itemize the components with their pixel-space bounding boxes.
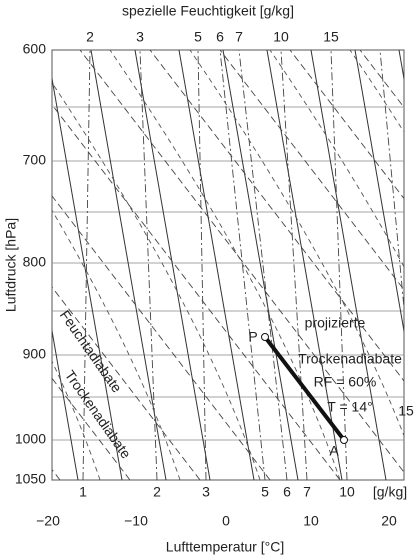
annotation: 15 xyxy=(398,403,414,419)
moist-adiabat xyxy=(349,50,404,133)
isotherm xyxy=(354,50,404,334)
bottom-tick-label: 6 xyxy=(283,484,291,500)
temperature-tick-label: −10 xyxy=(124,513,148,529)
moist-adiabat xyxy=(52,209,181,480)
moist-adiabat xyxy=(109,50,341,480)
point-label: P xyxy=(248,329,257,345)
title: spezielle Feuchtigkeit [g/kg] xyxy=(122,3,294,19)
isotherm xyxy=(178,50,255,480)
temperature-tick-label: 0 xyxy=(222,513,230,529)
annotation: projizierte xyxy=(305,315,366,331)
moist-adiabat xyxy=(52,360,101,480)
point-label: A xyxy=(329,443,339,459)
pressure-tick-label: 700 xyxy=(23,152,47,168)
isotherm xyxy=(134,50,211,480)
moist-adiabat xyxy=(52,81,261,480)
moist-adiabat xyxy=(189,50,404,438)
bottom-tick-label: 1 xyxy=(79,484,87,500)
temperature-tick-label: 10 xyxy=(303,513,319,529)
mixing-ratio-line xyxy=(139,50,158,480)
top-tick-label: 10 xyxy=(273,29,289,45)
annotation: T = 14° xyxy=(327,399,372,415)
pressure-tick-label: 800 xyxy=(23,254,47,270)
bottom-tick-label: 10 xyxy=(339,484,355,500)
temperature-tick-label: −20 xyxy=(36,513,60,529)
top-tick-label: 15 xyxy=(323,29,339,45)
bottom-tick-label: 5 xyxy=(261,484,269,500)
top-tick-label: 5 xyxy=(194,29,202,45)
dry-adiabat xyxy=(52,195,271,480)
dry-adiabat xyxy=(52,103,341,480)
dry-adiabat xyxy=(289,50,404,200)
annotation: RF = 60% xyxy=(314,374,377,390)
bottom-tick-label: 2 xyxy=(153,484,161,500)
projected-adiabat xyxy=(263,335,346,442)
top-tick-label: 2 xyxy=(86,29,94,45)
bottom-tick-label: 7 xyxy=(303,484,311,500)
top-tick-label: 6 xyxy=(216,29,224,45)
dry-adiabat xyxy=(52,377,131,480)
pressure-tick-label: 1000 xyxy=(15,431,46,447)
mixing-ratio-line xyxy=(379,50,404,313)
dry-adiabat xyxy=(219,50,404,291)
isotherm xyxy=(90,50,167,480)
isotherm xyxy=(52,328,79,480)
annotation: Trockenadiabate xyxy=(298,351,402,367)
point-a xyxy=(340,436,348,444)
temperature-tick-label: 20 xyxy=(381,513,397,529)
bottom-unit: [g/kg] xyxy=(373,484,407,500)
dry-adiabat xyxy=(52,286,201,480)
mixing-ratio-line xyxy=(82,50,91,480)
isotherm xyxy=(266,50,343,480)
moist-adiabat xyxy=(269,50,404,268)
mixing-ratio-line xyxy=(330,50,348,480)
dry-adiabat xyxy=(149,50,404,382)
top-tick-label: 7 xyxy=(235,29,243,45)
mixing-ratio-line xyxy=(280,50,308,480)
pressure-tick-label: 1050 xyxy=(15,471,46,487)
y-axis-label: Luftdruck [hPa] xyxy=(3,218,19,312)
x-axis-label: Lufttemperatur [°C] xyxy=(166,539,284,555)
isotherm xyxy=(52,75,123,480)
dry-adiabat xyxy=(79,50,404,473)
mixing-ratio-line xyxy=(197,50,207,480)
top-tick-label: 3 xyxy=(136,29,144,45)
pressure-tick-label: 600 xyxy=(23,41,47,57)
bottom-tick-label: 3 xyxy=(202,484,210,500)
pressure-tick-label: 900 xyxy=(23,346,47,362)
isotherm xyxy=(310,50,387,480)
point-p xyxy=(261,333,269,341)
